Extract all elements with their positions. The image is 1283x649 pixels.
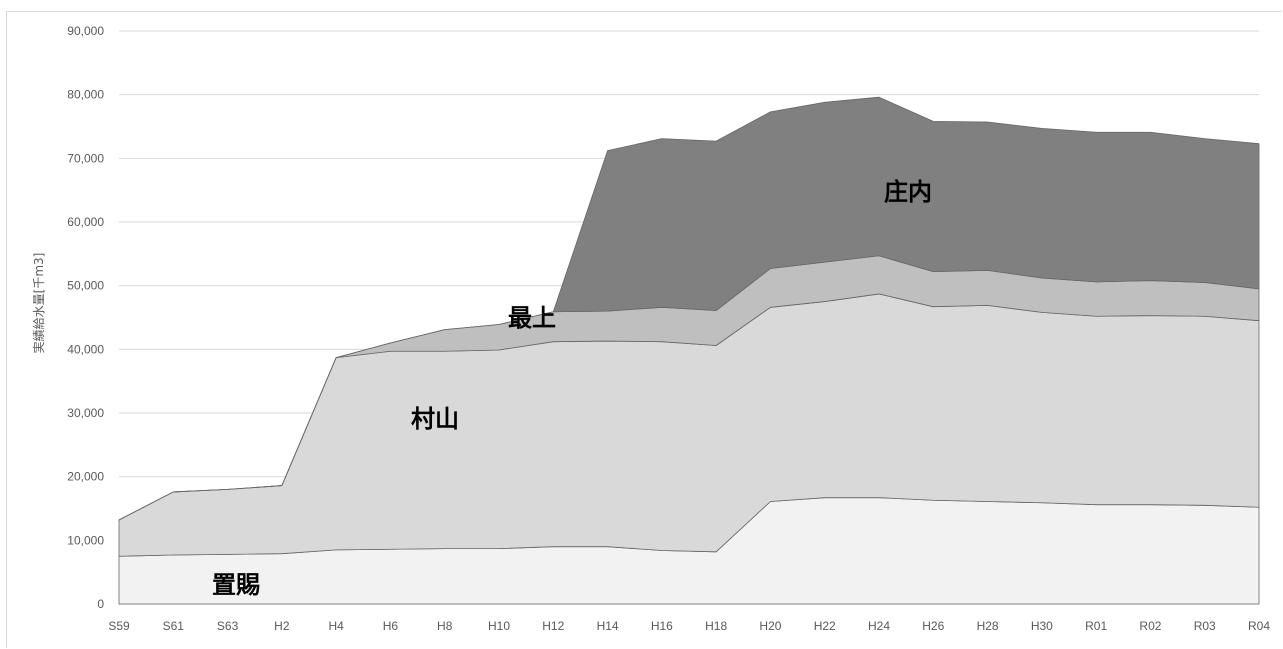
y-tick-label: 0 xyxy=(97,597,104,611)
area-庄内 xyxy=(118,96,1260,521)
y-axis-ticks: 0 10,000 20,000 30,000 40,000 50,000 60,000 70,… xyxy=(67,24,104,611)
y-tick-label: 80,000 xyxy=(67,88,104,102)
x-tick-label: H24 xyxy=(868,619,890,633)
x-tick-label: H6 xyxy=(383,619,399,633)
x-tick-label: R02 xyxy=(1139,619,1161,633)
x-tick-label: H16 xyxy=(651,619,673,633)
x-axis-ticks: S59 S61 S63 H2 H4 H6 H8 H10 H12 H14 H16 H18 H20 H22 H2… xyxy=(108,619,1270,633)
x-tick-label: H12 xyxy=(542,619,564,633)
x-tick-label: H14 xyxy=(597,619,619,633)
y-tick-label: 60,000 xyxy=(67,215,104,229)
x-tick-label: R03 xyxy=(1194,619,1216,633)
y-tick-label: 30,000 xyxy=(67,406,104,420)
y-tick-label: 50,000 xyxy=(67,279,104,293)
y-tick-label: 20,000 xyxy=(67,470,104,484)
x-tick-label: H4 xyxy=(328,619,344,633)
x-tick-label: H18 xyxy=(705,619,727,633)
series-label: 村山 xyxy=(411,405,459,433)
y-axis-label: 実績給水量[千m3] xyxy=(31,253,46,354)
area-series xyxy=(118,96,1260,605)
y-tick-label: 90,000 xyxy=(67,24,104,38)
y-tick-label: 70,000 xyxy=(67,151,104,165)
x-tick-label: H8 xyxy=(437,619,453,633)
x-tick-label: H30 xyxy=(1031,619,1053,633)
x-tick-label: H22 xyxy=(814,619,836,633)
x-tick-label: H20 xyxy=(759,619,781,633)
series-labels: 置賜 村山 最上 庄内 xyxy=(212,178,932,599)
x-tick-label: S61 xyxy=(163,619,185,633)
x-tick-label: H10 xyxy=(488,619,510,633)
chart-frame xyxy=(6,11,1282,648)
series-label: 庄内 xyxy=(884,178,932,206)
y-tick-label: 10,000 xyxy=(67,533,104,547)
x-tick-label: H2 xyxy=(274,619,290,633)
series-label: 最上 xyxy=(508,304,556,332)
x-tick-label: R04 xyxy=(1248,619,1270,633)
y-tick-label: 40,000 xyxy=(67,342,104,356)
x-tick-label: S59 xyxy=(108,619,130,633)
x-tick-label: H28 xyxy=(977,619,999,633)
series-label: 置賜 xyxy=(212,571,260,599)
x-tick-label: S63 xyxy=(217,619,239,633)
x-tick-label: R01 xyxy=(1085,619,1107,633)
x-tick-label: H26 xyxy=(922,619,944,633)
